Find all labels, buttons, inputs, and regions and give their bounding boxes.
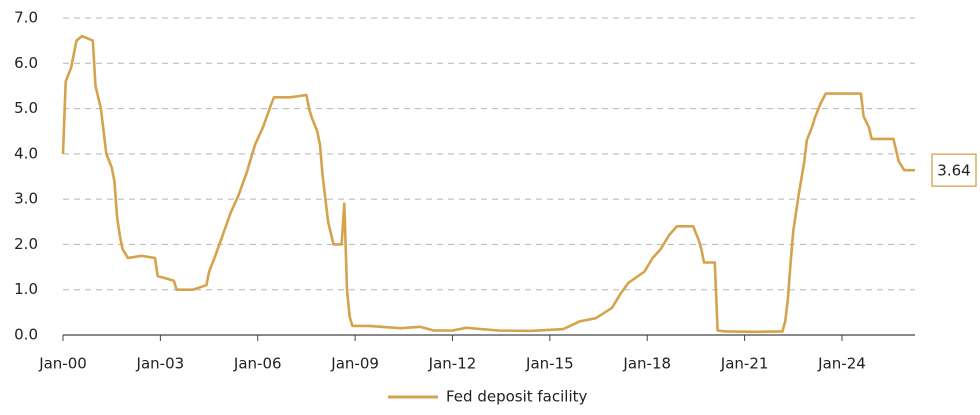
- y-tick-label: 7.0: [14, 9, 38, 27]
- end-value-label: 3.64: [937, 162, 970, 180]
- x-tick-label: Jan-15: [525, 355, 574, 373]
- x-tick-label: Jan-00: [38, 355, 87, 373]
- y-tick-label: 3.0: [14, 190, 38, 208]
- legend-label: Fed deposit facility: [446, 388, 588, 406]
- x-tick-label: Jan-21: [720, 355, 769, 373]
- x-tick-label: Jan-06: [233, 355, 282, 373]
- x-tick-label: Jan-12: [428, 355, 477, 373]
- y-tick-label: 0.0: [14, 326, 38, 344]
- y-tick-label: 1.0: [14, 280, 38, 298]
- y-tick-label: 6.0: [14, 54, 38, 72]
- x-tick-label: Jan-18: [622, 355, 671, 373]
- x-tick-label: Jan-03: [136, 355, 185, 373]
- x-tick-label: Jan-09: [330, 355, 379, 373]
- y-tick-label: 5.0: [14, 99, 38, 117]
- y-tick-label: 2.0: [14, 235, 38, 253]
- end-value-box: [931, 153, 977, 187]
- y-tick-label: 4.0: [14, 144, 38, 162]
- series-line: [61, 34, 915, 334]
- x-tick-label: Jan-24: [817, 355, 866, 373]
